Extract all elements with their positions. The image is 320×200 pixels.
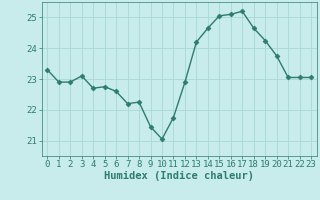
X-axis label: Humidex (Indice chaleur): Humidex (Indice chaleur) [104, 171, 254, 181]
